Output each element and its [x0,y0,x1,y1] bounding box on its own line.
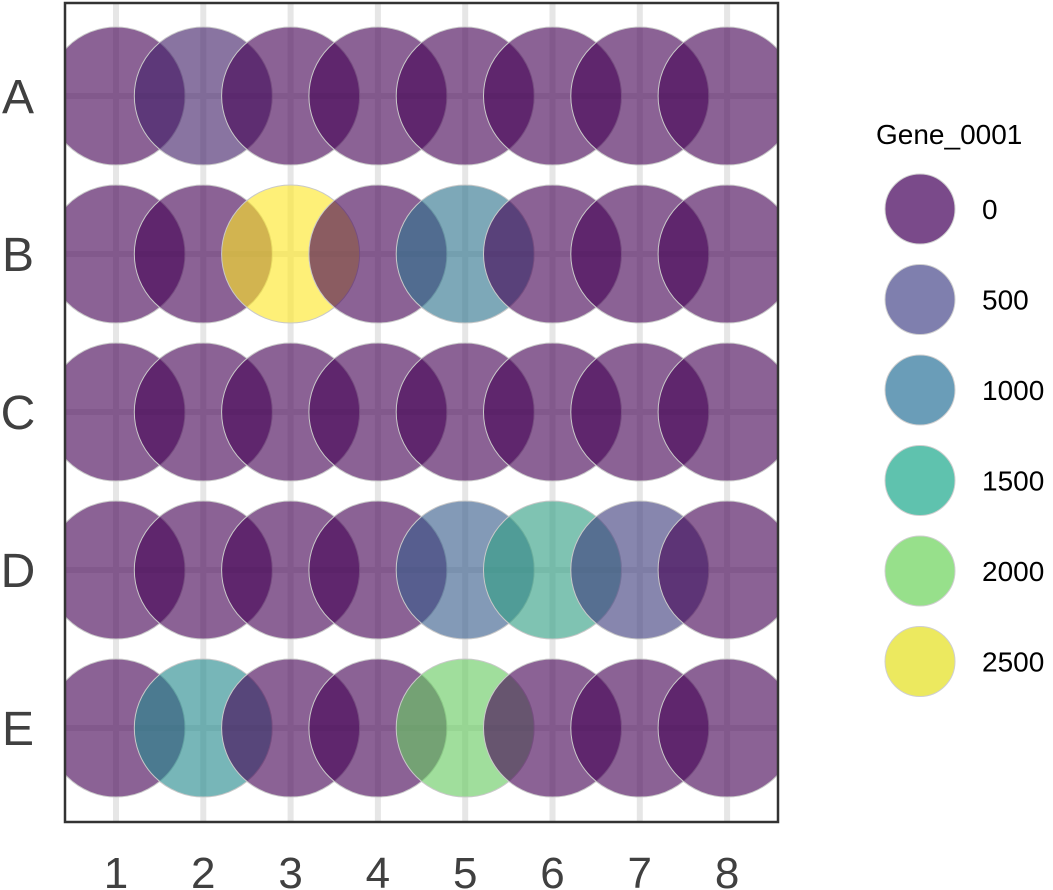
spot-A8 [657,26,778,166]
spots-layer [65,26,778,798]
column-label: 3 [278,849,302,890]
legend-label: 1500 [982,466,1044,497]
legend-label: 2500 [982,647,1044,678]
spot-E8 [657,658,778,798]
column-label: 1 [104,849,128,890]
row-label: C [1,387,36,440]
legend-key [884,626,956,697]
row-labels: A B C D E [1,71,36,756]
legend: Gene_0001 0 500 1000 1500 2000 2500 [876,119,1044,697]
panel-border [63,1,780,824]
column-label: 4 [366,849,390,890]
spot-C8 [657,342,778,482]
column-labels: 1 2 3 4 5 6 7 8 [104,849,740,890]
row-label: E [2,703,34,756]
legend-key [884,173,956,245]
column-label: 5 [453,849,477,890]
column-label: 7 [628,849,652,890]
row-label: A [2,71,34,124]
legend-key [884,535,956,607]
column-label: 2 [191,849,215,890]
legend-label: 1000 [982,375,1044,406]
row-label: D [1,545,36,598]
row-label: B [2,229,34,282]
column-label: 6 [540,849,564,890]
legend-title: Gene_0001 [876,119,1022,150]
legend-label: 500 [982,285,1029,316]
legend-label: 2000 [982,556,1044,587]
spot-D8 [657,500,778,640]
spot-B8 [657,184,778,324]
legend-key [884,354,956,426]
legend-label: 0 [982,194,998,225]
column-label: 8 [715,849,739,890]
legend-key [884,264,956,335]
legend-key [884,445,956,516]
